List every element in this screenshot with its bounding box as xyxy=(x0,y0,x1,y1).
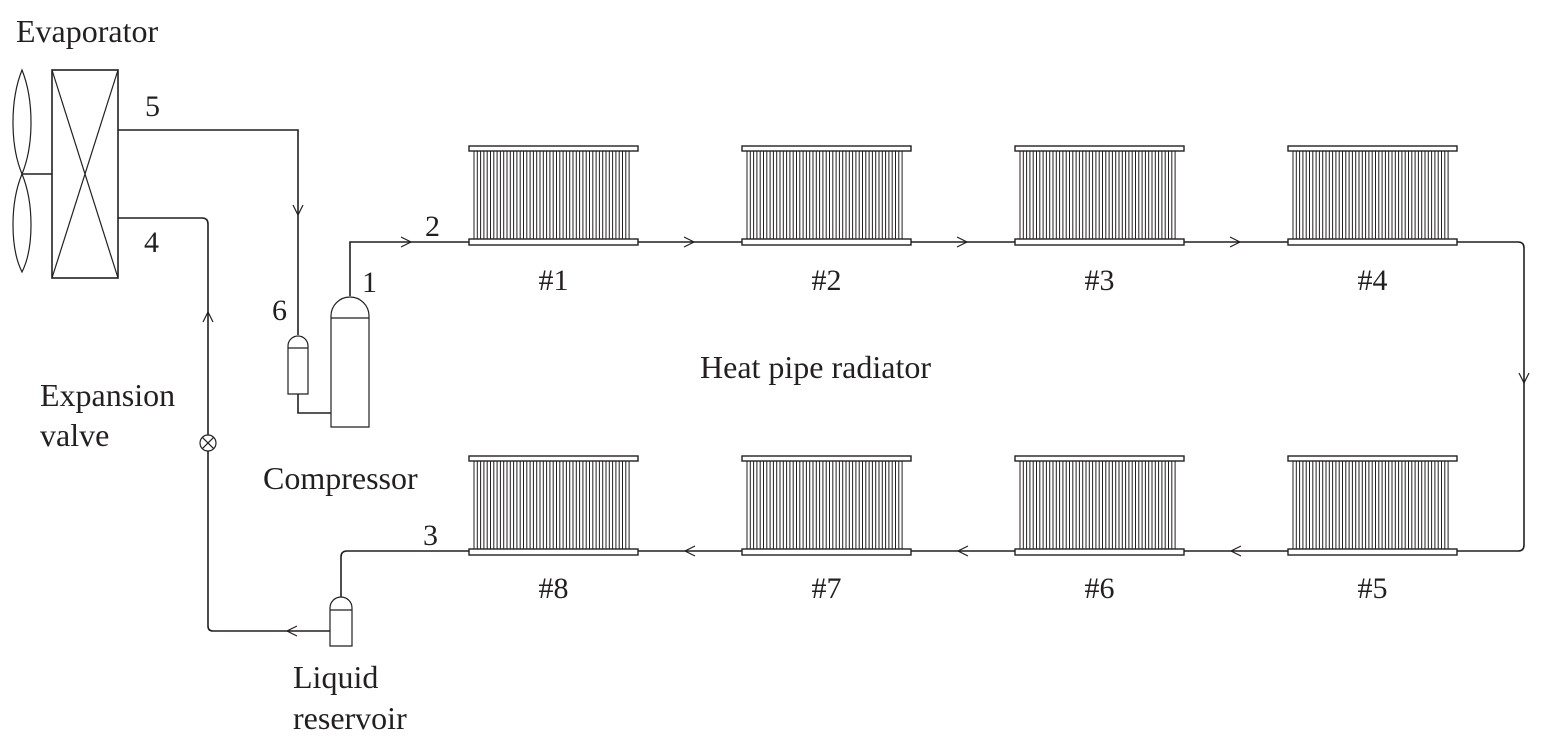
point-1-label: 1 xyxy=(362,266,377,299)
flow-arrow xyxy=(202,310,214,323)
expansion-valve-label-line2: valve xyxy=(40,417,109,453)
flow-arrow xyxy=(285,625,298,637)
point-5-label: 5 xyxy=(145,90,160,123)
radiator-label-8: #8 xyxy=(539,572,569,605)
pipe-radiators-to-reservoir xyxy=(340,550,469,599)
point-4-label: 4 xyxy=(144,226,159,259)
flow-arrow xyxy=(1518,372,1530,385)
radiator-4 xyxy=(1287,145,1458,246)
pipe-compressor-to-radiators xyxy=(349,241,469,296)
radiator-label-5: #5 xyxy=(1358,572,1388,605)
radiator-label-4: #4 xyxy=(1358,264,1388,297)
pipe-reservoir-to-evaporator xyxy=(118,217,330,632)
flow-arrow xyxy=(1229,545,1242,557)
radiator-label-3: #3 xyxy=(1085,264,1115,297)
flow-arrow xyxy=(400,236,413,248)
flow-arrow xyxy=(683,236,696,248)
liquid-reservoir-icon xyxy=(329,596,353,647)
radiator-label-2: #2 xyxy=(812,264,842,297)
liquid-reservoir-label-line1: Liquid xyxy=(293,659,378,695)
evaporator-label: Evaporator xyxy=(16,13,159,49)
radiator-label-1: #1 xyxy=(539,264,569,297)
expansion-valve-icon xyxy=(199,434,217,452)
compressor-label: Compressor xyxy=(263,460,418,496)
radiator-3 xyxy=(1014,145,1185,246)
radiator-6 xyxy=(1014,455,1185,556)
fan-icon xyxy=(12,68,52,274)
radiator-5 xyxy=(1287,455,1458,556)
flow-arrow xyxy=(292,204,304,217)
heat-pipe-radiators xyxy=(468,145,1458,556)
point-6-label: 6 xyxy=(272,294,287,327)
radiator-label-6: #6 xyxy=(1085,572,1115,605)
radiator-7 xyxy=(741,455,912,556)
flow-arrow xyxy=(956,236,969,248)
flow-arrow xyxy=(956,545,969,557)
radiator-8 xyxy=(468,455,639,556)
pipe-evaporator-to-accumulator xyxy=(118,129,299,335)
evaporator-unit xyxy=(12,68,119,279)
point-3-label: 3 xyxy=(423,519,438,552)
compressor-icon xyxy=(330,296,370,428)
radiator-2 xyxy=(741,145,912,246)
accumulator-icon xyxy=(287,335,309,395)
liquid-reservoir-label-line2: reservoir xyxy=(293,700,407,736)
radiator-label-7: #7 xyxy=(812,572,842,605)
flow-arrow xyxy=(1229,236,1242,248)
expansion-valve-label-line1: Expansion xyxy=(40,377,175,413)
point-2-label: 2 xyxy=(425,210,440,243)
radiator-1 xyxy=(468,145,639,246)
pipe-accumulator-to-compressor xyxy=(297,394,331,414)
radiator-labels: #1 #2 #3 #4 #8 #7 #6 #5 xyxy=(539,264,1388,605)
pipe-right-side xyxy=(1457,241,1525,552)
flow-arrow xyxy=(683,545,696,557)
heat-pipe-radiator-label: Heat pipe radiator xyxy=(700,349,931,385)
